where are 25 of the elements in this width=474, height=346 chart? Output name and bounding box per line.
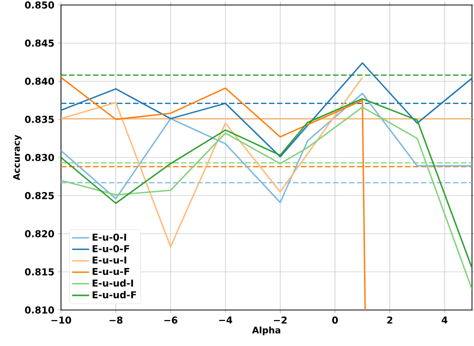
legend-label: E-u-u-I (92, 256, 126, 264)
y-tick-label: 0.820 (24, 230, 54, 238)
y-tick-label: 0.830 (24, 154, 54, 162)
x-axis-title: Alpha (252, 326, 280, 336)
legend-label: E-u-ud-F (92, 291, 136, 298)
x-tick-label: −4 (219, 316, 232, 324)
x-tick-label: 2 (387, 316, 392, 324)
legend-label: E-u-u-F (92, 268, 130, 276)
x-tick-label: 0 (332, 316, 338, 324)
y-tick-label: 0.850 (24, 1, 54, 9)
y-tick-label: 0.810 (24, 306, 54, 314)
legend-label: E-u-0-I (92, 234, 126, 241)
y-tick-label: 0.845 (24, 40, 54, 47)
y-tick-label: 0.815 (24, 268, 54, 276)
y-tick-label: 0.825 (24, 192, 54, 200)
x-tick-label: −2 (274, 316, 287, 324)
legend-label: E-u-0-F (92, 245, 130, 252)
y-tick-label: 0.840 (24, 78, 54, 85)
y-axis-title: Accuracy (13, 134, 22, 180)
x-tick-label: −6 (164, 316, 178, 324)
legend-label: E-u-ud-I (92, 279, 133, 287)
y-tick-label: 0.835 (24, 116, 54, 123)
x-tick-label: −8 (110, 316, 122, 324)
x-tick-label: −10 (51, 316, 72, 324)
x-tick-label: 4 (442, 316, 448, 324)
